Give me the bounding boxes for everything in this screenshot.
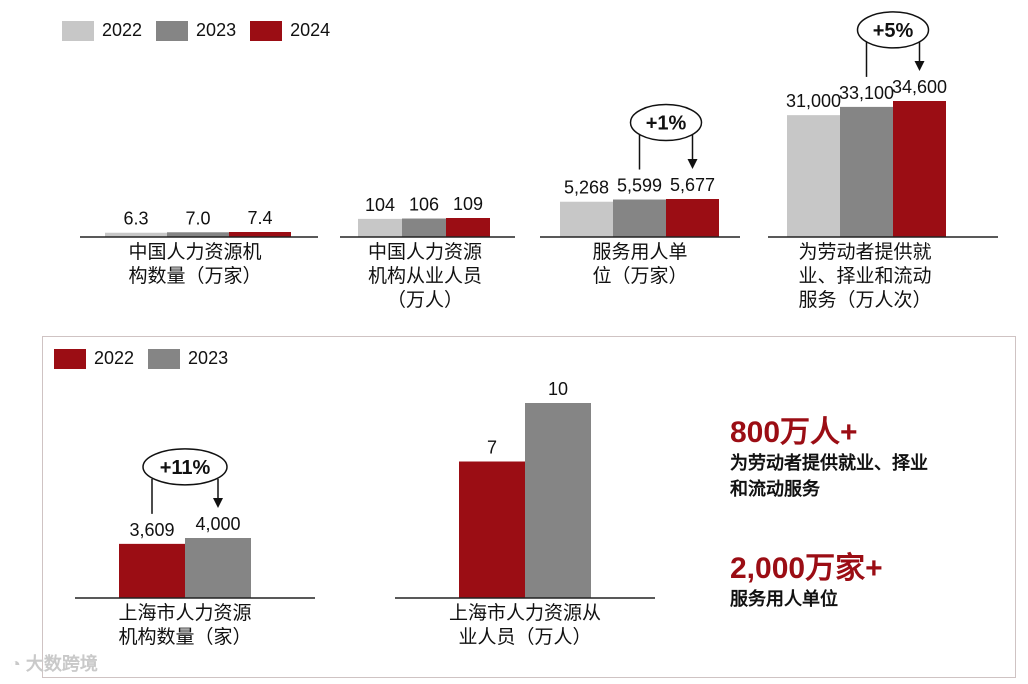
highlight-desc: 和流动服务 [730,479,820,499]
legend-label: 2023 [188,348,229,368]
bottom-legend: 2022 2023 [54,348,228,369]
bar-2022 [459,461,525,598]
data-label: 3,609 [129,520,174,540]
growth-arrowhead [914,61,925,71]
highlight-desc: 为劳动者提供就业、择业 [730,453,928,473]
legend-swatch-2023 [156,20,189,41]
watermark: ◔ 大数跨境 [10,650,98,676]
highlight-workers: 800万人+ 为劳动者提供就业、择业 和流动服务 [730,416,928,502]
legend-item-2022: 2022 [54,348,134,369]
shanghai-panel [42,336,1016,678]
highlight-desc: 服务用人单位 [730,589,838,609]
bar-2022 [787,115,840,237]
legend-label: 2023 [196,20,237,40]
chart-caption: 为劳动者提供就 [798,241,931,263]
growth-label: +1% [646,113,687,135]
bar-2022 [105,232,167,237]
bar-2024 [893,101,946,237]
legend-swatch-2022 [54,348,86,369]
legend-item-2023: 2023 [148,348,228,369]
legend-label: 2022 [94,348,135,368]
bar-2023 [185,538,251,598]
bar-2023 [402,218,446,237]
data-label: 7.4 [247,208,272,228]
chart-caption: （万人） [387,289,463,311]
chart-caption: 中国人力资源机 [128,241,261,263]
watermark-text: 大数跨境 [25,654,98,674]
data-label: 4,000 [195,514,240,534]
data-label: 33,100 [839,83,894,103]
chart-caption: 构数量（万家） [128,265,261,287]
bar-2022 [358,218,402,237]
legend-item-2022: 2022 [62,20,142,41]
legend-swatch-2022 [62,20,94,41]
bar-2022 [560,201,613,237]
chart-caption: 服务用人单 [592,241,687,263]
bar-2023 [525,403,591,598]
legend-item-2023: 2023 [156,20,236,41]
legend-item-2024: 2024 [250,20,330,41]
data-label: 106 [409,195,439,215]
data-label: 34,600 [892,77,947,97]
growth-oval [856,11,930,49]
legend-swatch-2023 [148,348,181,369]
data-label: 109 [453,194,483,214]
data-label: 6.3 [123,209,148,229]
growth-label: +5% [873,20,914,42]
growth-arrowhead [687,159,698,169]
chart-caption: 中国人力资源 [368,241,482,263]
legend-label: 2024 [290,20,331,40]
legend-label: 2022 [102,20,143,40]
bar-2024 [446,218,490,237]
chart-caption: 机构从业人员 [368,265,482,287]
highlight-employers: 2,000万家+ 服务用人单位 [730,552,883,612]
data-label: 5,677 [670,175,715,195]
data-label: 7 [487,438,497,458]
legend-swatch-2024 [250,20,283,41]
bar-2023 [840,106,893,237]
data-label: 5,268 [564,178,609,198]
chart-caption: 位（万家） [592,265,687,287]
top-legend: 2022 2023 2024 [62,20,330,41]
bar-2024 [666,199,719,237]
chart-caption: 上海市人力资源 [118,602,251,624]
data-label: 10 [548,379,568,399]
bar-2022 [119,543,185,598]
highlight-value: 2,000万家+ [730,552,883,585]
bar-2023 [167,232,229,237]
growth-oval [142,448,228,486]
highlight-value: 800万人+ [730,416,858,449]
watermark-icon: ◔ [10,654,21,674]
bar-2023 [613,199,666,237]
growth-oval [629,103,703,142]
data-label: 5,599 [617,176,662,196]
chart-caption: 业、择业和流动 [798,265,931,287]
chart-caption: 机构数量（家） [118,626,251,648]
chart-caption: 服务（万人次） [798,289,931,311]
data-label: 104 [365,195,395,215]
chart-caption: 上海市人力资源从 [449,602,601,624]
growth-arrowhead [213,498,223,508]
growth-label: +11% [160,457,211,479]
chart-caption: 业人员（万人） [458,626,591,648]
data-label: 31,000 [786,91,841,111]
bar-2024 [229,232,291,237]
data-label: 7.0 [185,208,210,228]
